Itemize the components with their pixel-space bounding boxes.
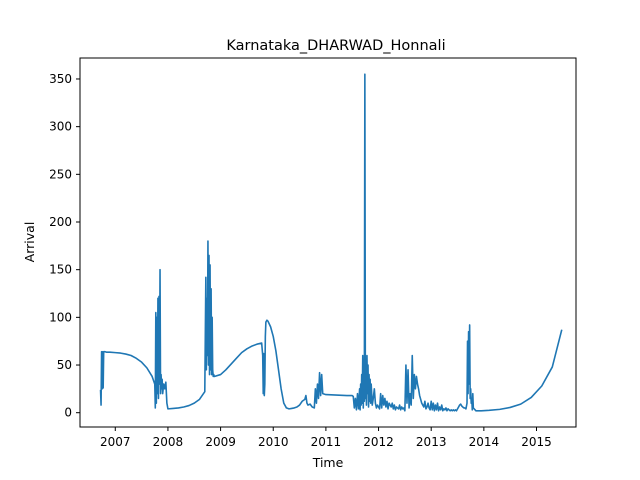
- y-axis-label: Arrival: [22, 222, 37, 263]
- x-tick-label-3: 2010: [258, 435, 289, 449]
- x-tick-label-4: 2011: [311, 435, 342, 449]
- x-axis-label: Time: [312, 455, 344, 470]
- x-tick-label-7: 2014: [469, 435, 500, 449]
- x-tick-label-8: 2015: [521, 435, 552, 449]
- x-axis: 2007 2008 2009 2010 2011 2012 2013 2014 2015: [100, 427, 552, 449]
- series-layer: [99, 73, 563, 412]
- series-line-0: [99, 73, 563, 412]
- x-tick-label-5: 2012: [363, 435, 394, 449]
- x-tick-label-1: 2008: [153, 435, 184, 449]
- y-tick-label-7: 350: [49, 72, 72, 86]
- x-tick-label-6: 2013: [416, 435, 447, 449]
- y-tick-label-4: 200: [49, 215, 72, 229]
- y-axis: 0 50 100 150 200 250 300 350: [49, 72, 80, 420]
- y-tick-label-5: 250: [49, 167, 72, 181]
- y-tick-label-6: 300: [49, 120, 72, 134]
- axes-frame: [79, 57, 577, 428]
- chart-title: Karnataka_DHARWAD_Honnali: [226, 38, 445, 54]
- plot-area: [79, 57, 577, 428]
- x-tick-label-2: 2009: [205, 435, 236, 449]
- y-tick-label-2: 100: [49, 310, 72, 324]
- y-tick-label-3: 150: [49, 263, 72, 277]
- y-tick-label-0: 0: [64, 406, 72, 420]
- x-tick-label-0: 2007: [100, 435, 131, 449]
- y-tick-label-1: 50: [57, 358, 72, 372]
